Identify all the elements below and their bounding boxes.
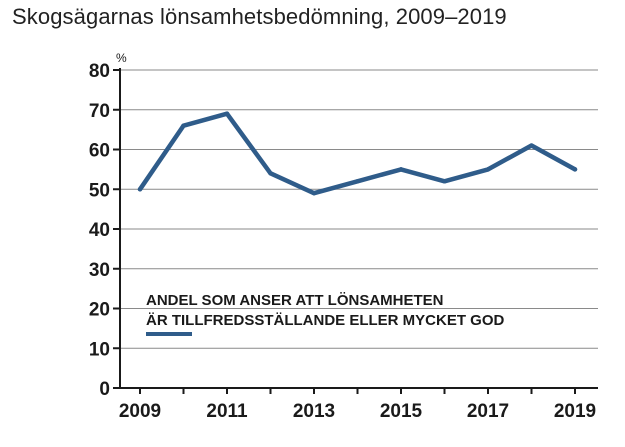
y-tick-label-70: 70 bbox=[89, 101, 110, 122]
data-point-2016 bbox=[442, 179, 447, 184]
x-tick-label-2017: 2017 bbox=[467, 401, 509, 422]
x-axis-tick-labels: 2009 2011 2013 2015 2017 2019 bbox=[119, 388, 596, 422]
x-tick-label-2013: 2013 bbox=[293, 401, 335, 422]
x-tick-label-2009: 2009 bbox=[119, 401, 161, 422]
grid-lines bbox=[120, 69, 598, 349]
data-point-2010 bbox=[181, 123, 186, 128]
y-tick-label-30: 30 bbox=[89, 260, 110, 281]
legend-text-line-1: ANDEL SOM ANSER ATT LÖNSAMHETEN bbox=[146, 292, 444, 309]
legend-text-line-2: ÄR TILLFREDSSTÄLLANDE ELLER MYCKET GOD bbox=[146, 312, 504, 329]
data-point-2015 bbox=[398, 167, 404, 172]
x-tick-label-2011: 2011 bbox=[206, 401, 248, 422]
y-tick-label-0: 0 bbox=[99, 379, 110, 400]
data-point-2014 bbox=[355, 179, 360, 184]
y-tick-label-50: 50 bbox=[89, 180, 110, 201]
data-point-2012 bbox=[268, 171, 273, 176]
y-tick-label-10: 10 bbox=[89, 339, 110, 360]
data-point-2009 bbox=[137, 187, 143, 192]
data-point-2019 bbox=[572, 167, 578, 172]
y-tick-label-20: 20 bbox=[89, 300, 110, 321]
x-tick-label-2015: 2015 bbox=[380, 401, 423, 422]
data-point-2013 bbox=[311, 191, 317, 196]
legend: ANDEL SOM ANSER ATT LÖNSAMHETEN ÄR TILLF… bbox=[146, 292, 504, 336]
y-tick-label-40: 40 bbox=[89, 220, 110, 241]
data-point-2017 bbox=[485, 167, 491, 172]
data-point-2011 bbox=[224, 111, 230, 116]
y-axis-tick-labels: 0 10 20 30 40 50 60 70 80 bbox=[89, 61, 120, 400]
y-tick-label-60: 60 bbox=[89, 141, 110, 162]
axes bbox=[119, 68, 598, 389]
y-tick-label-80: 80 bbox=[89, 61, 110, 82]
series-lines bbox=[137, 111, 578, 196]
y-axis-unit-label: % bbox=[116, 51, 127, 65]
data-point-2018 bbox=[529, 143, 534, 148]
chart-title: Skogsägarnas lönsamhetsbedömning, 2009–2… bbox=[12, 4, 507, 29]
x-tick-label-2019: 2019 bbox=[554, 401, 596, 422]
